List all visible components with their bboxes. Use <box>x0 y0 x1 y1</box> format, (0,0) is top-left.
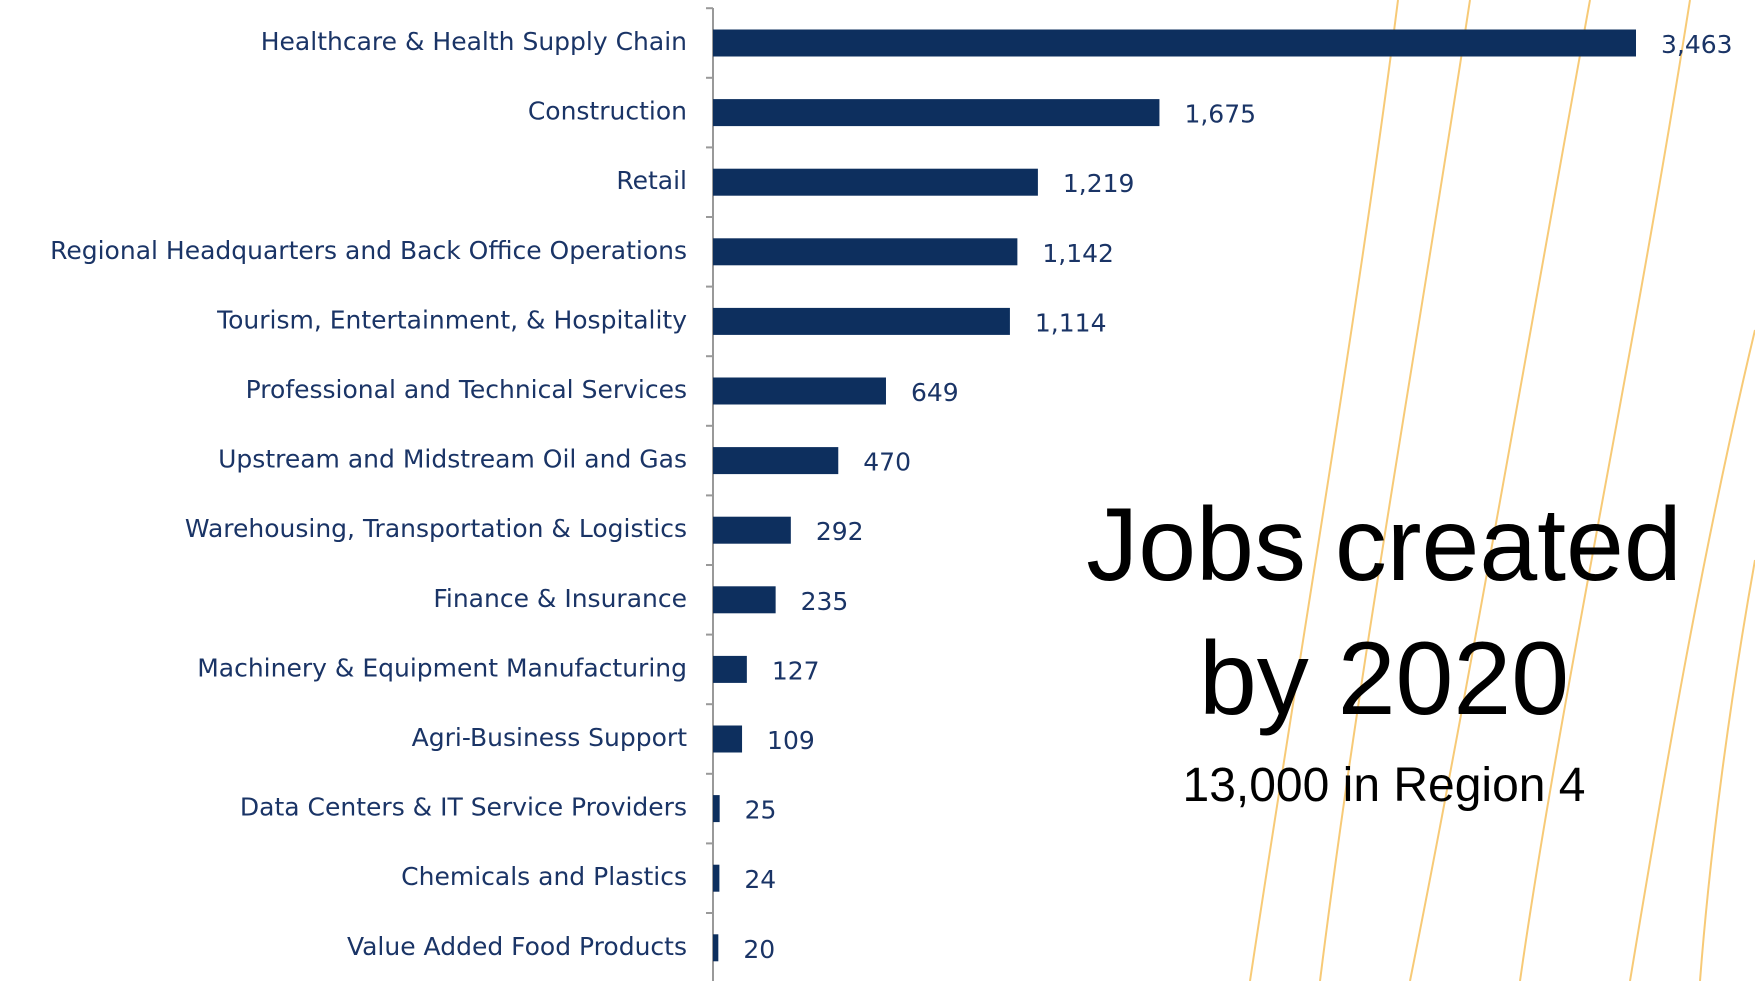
value-label: 24 <box>744 865 776 894</box>
headline: Jobs created by 2020 <box>1086 487 1682 737</box>
category-label: Warehousing, Transportation & Logistics <box>185 514 687 543</box>
value-label: 1,675 <box>1184 100 1256 129</box>
bar <box>713 29 1636 57</box>
value-label: 3,463 <box>1661 30 1733 59</box>
value-label: 235 <box>801 587 849 616</box>
category-label: Data Centers & IT Service Providers <box>240 793 687 822</box>
value-label: 20 <box>743 935 775 964</box>
category-label: Construction <box>528 97 687 126</box>
category-label: Retail <box>616 166 687 195</box>
bar <box>713 516 791 544</box>
bar <box>713 447 839 475</box>
bar <box>713 168 1038 196</box>
bar <box>713 864 720 892</box>
value-label: 649 <box>911 378 959 407</box>
bar <box>713 934 719 962</box>
bar <box>713 655 747 683</box>
subheadline: 13,000 in Region 4 <box>1182 759 1586 812</box>
bar <box>713 238 1018 266</box>
value-label: 25 <box>745 796 777 825</box>
category-label: Agri-Business Support <box>412 723 688 752</box>
category-label: Professional and Technical Services <box>246 375 687 404</box>
bar <box>713 307 1010 335</box>
category-label: Machinery & Equipment Manufacturing <box>197 653 687 682</box>
category-label: Upstream and Midstream Oil and Gas <box>218 445 687 474</box>
bar <box>713 586 776 614</box>
category-label: Healthcare & Health Supply Chain <box>261 27 687 56</box>
value-label: 109 <box>767 726 815 755</box>
bar <box>713 795 720 823</box>
value-label: 1,142 <box>1042 239 1114 268</box>
value-label: 1,219 <box>1063 169 1135 198</box>
decoration <box>1249 0 1755 981</box>
value-label: 292 <box>816 517 864 546</box>
category-label: Chemicals and Plastics <box>401 862 687 891</box>
category-label: Tourism, Entertainment, & Hospitality <box>216 305 687 334</box>
category-label: Regional Headquarters and Back Office Op… <box>50 236 687 265</box>
value-label: 1,114 <box>1035 308 1107 337</box>
category-label: Value Added Food Products <box>347 932 687 961</box>
value-label: 127 <box>772 656 820 685</box>
bar <box>713 725 743 753</box>
value-label: 470 <box>863 448 911 477</box>
category-label: Finance & Insurance <box>433 584 687 613</box>
bar <box>713 99 1160 127</box>
bar <box>713 377 886 405</box>
